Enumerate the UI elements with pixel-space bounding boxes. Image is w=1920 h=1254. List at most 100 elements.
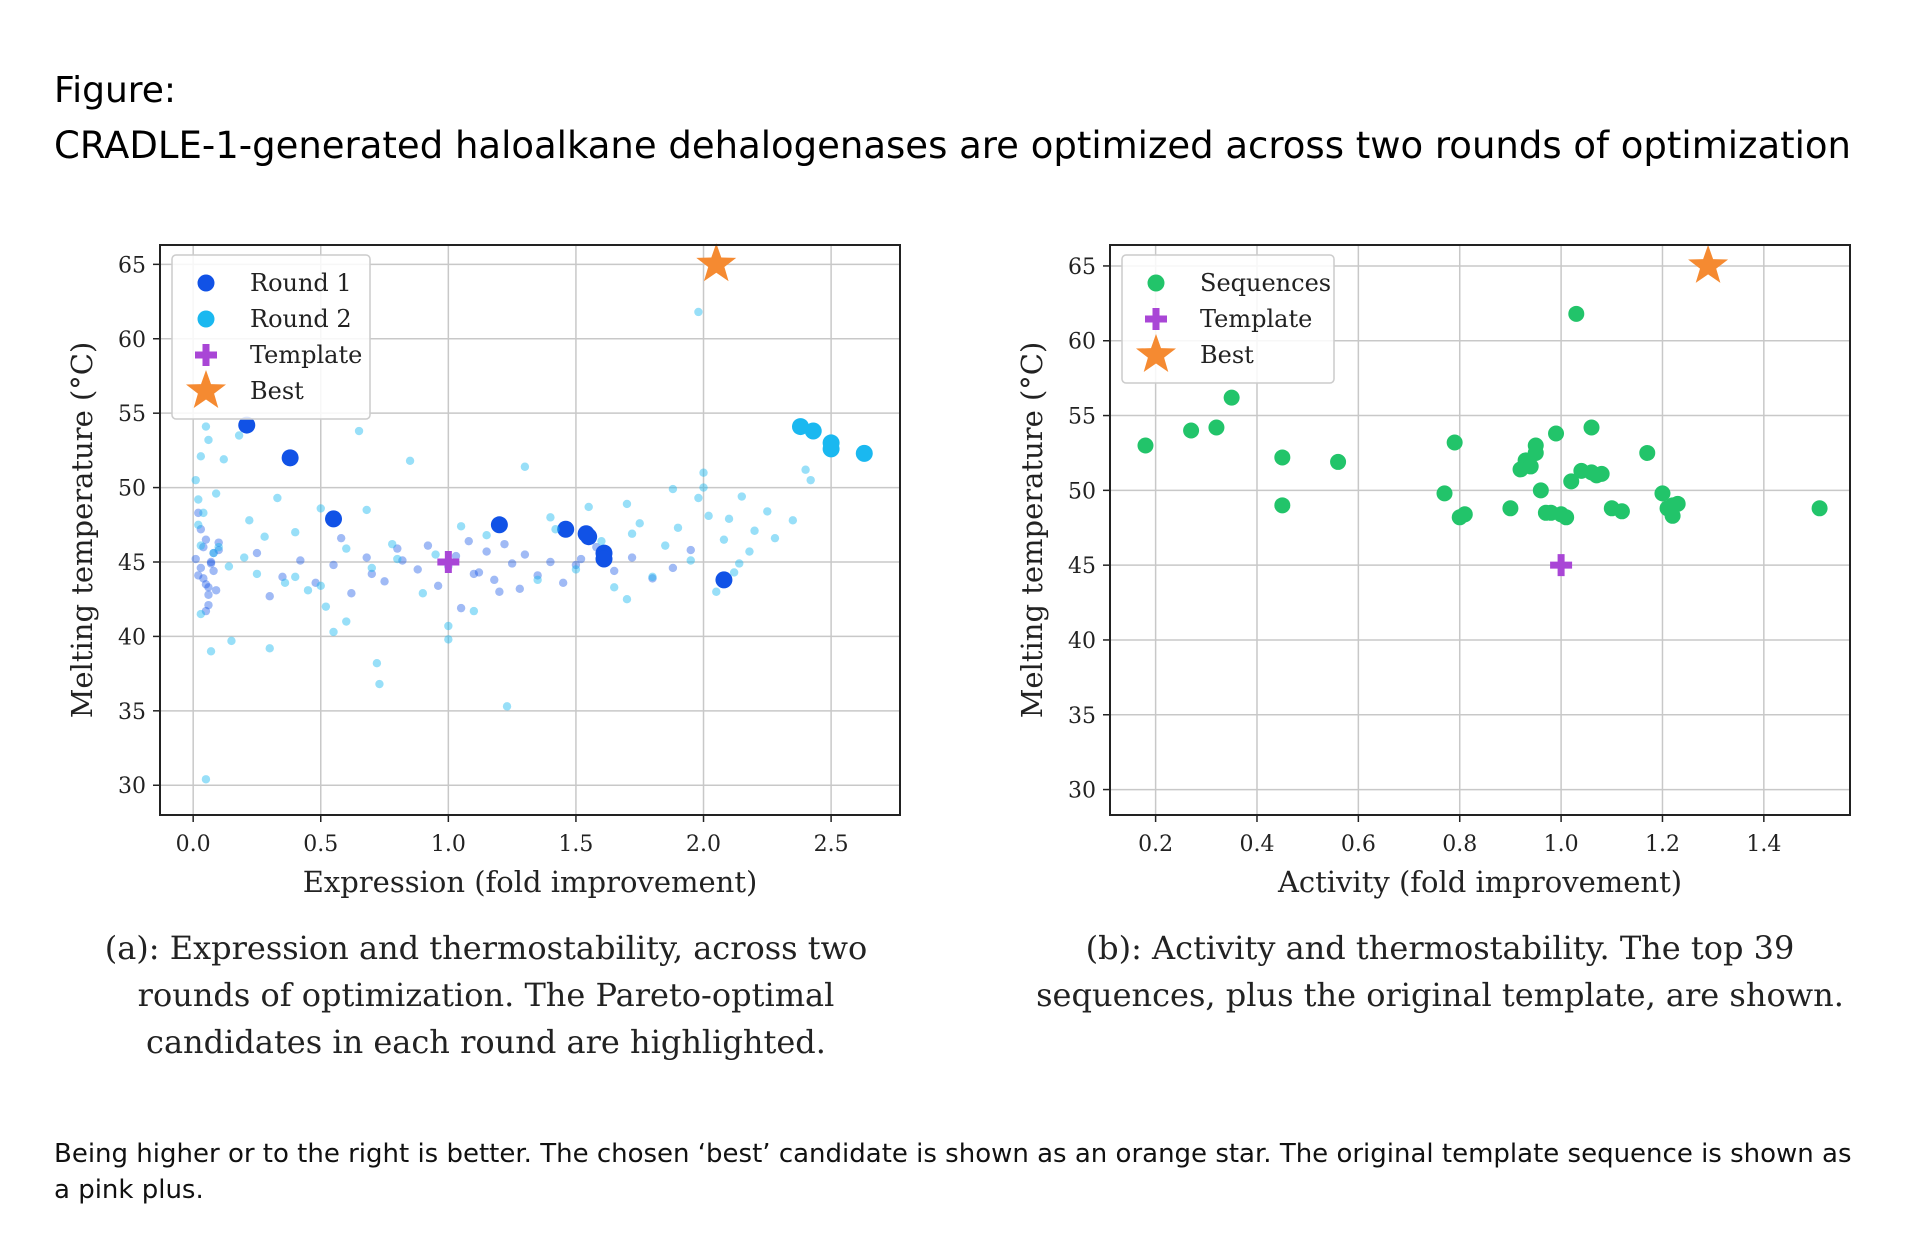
round2-point	[704, 511, 713, 521]
round1-point	[627, 553, 637, 562]
round2-pareto-point	[822, 440, 840, 458]
round2-point	[648, 572, 657, 582]
round2-point	[610, 583, 619, 592]
round1-point	[648, 574, 657, 583]
legend-label: Template	[250, 341, 362, 369]
round2-point	[201, 422, 211, 431]
round1-point	[199, 542, 208, 552]
round1-point	[474, 568, 484, 577]
round2-point	[699, 483, 708, 492]
sequence-point	[1446, 434, 1463, 451]
round2-point	[444, 635, 453, 644]
round1-point	[464, 536, 473, 546]
round2-point	[196, 609, 206, 619]
best-star-point	[696, 243, 737, 282]
round2-point	[196, 452, 206, 461]
figure-footnote: Being higher or to the right is better. …	[54, 1139, 1852, 1205]
round1-point	[610, 566, 619, 576]
round2-point	[770, 533, 780, 543]
x-axis-label: Expression (fold improvement)	[303, 865, 758, 899]
y-tick-label: 40	[1068, 629, 1096, 654]
round1-point	[686, 545, 695, 555]
round1-point	[191, 554, 200, 564]
round2-point	[520, 462, 530, 471]
round2-point	[456, 522, 466, 531]
round1-point	[329, 560, 338, 570]
round1-point	[520, 550, 530, 559]
round1-point	[495, 587, 504, 596]
plot-frame	[159, 244, 901, 816]
round2-point	[265, 644, 274, 653]
round1-point	[296, 556, 305, 565]
round1-point	[668, 563, 678, 573]
round1-pareto-point	[238, 416, 256, 434]
round1-point	[456, 603, 466, 613]
legend-dot-marker	[197, 274, 215, 292]
sequence-point	[1613, 503, 1630, 520]
round2-point	[375, 679, 384, 689]
round2-point	[719, 535, 729, 544]
x-tick-label: 0.4	[1239, 832, 1274, 857]
x-tick-label: 1.4	[1746, 832, 1781, 857]
legend-label: Sequences	[1200, 269, 1331, 297]
round1-point	[204, 590, 213, 599]
plot-frame	[1109, 244, 1851, 816]
round2-point	[673, 523, 683, 532]
round1-point	[209, 548, 218, 558]
round2-point	[303, 586, 313, 595]
round2-point	[533, 575, 542, 585]
round2-point	[627, 529, 637, 538]
legend-label: Template	[1200, 305, 1312, 333]
sequence-point	[1223, 389, 1240, 406]
figure-label: Figure:	[54, 70, 177, 111]
round1-point	[196, 563, 206, 573]
x-tick-label: 2.5	[814, 832, 849, 857]
round1-pareto-point	[580, 528, 598, 546]
round2-point	[367, 563, 376, 573]
y-tick-label: 35	[118, 700, 146, 725]
round2-point	[699, 468, 708, 477]
round2-point	[252, 569, 262, 579]
round1-point	[214, 538, 223, 547]
round2-point	[316, 581, 325, 591]
legend-label: Round 2	[250, 305, 352, 333]
round2-point	[694, 493, 703, 503]
x-tick-label: 0.0	[176, 832, 211, 857]
x-tick-label: 0.6	[1341, 832, 1376, 857]
round1-point	[265, 592, 274, 601]
round2-point	[788, 516, 798, 525]
round1-point	[347, 589, 356, 598]
plot-points	[191, 243, 873, 784]
sequence-point	[1811, 500, 1828, 517]
round2-point	[737, 492, 746, 501]
y-tick-label: 60	[1068, 330, 1096, 355]
x-tick-label: 0.5	[303, 832, 338, 857]
round2-point	[206, 647, 216, 656]
sequence-point	[1208, 419, 1225, 436]
x-tick-label: 0.2	[1138, 832, 1173, 857]
round2-point	[431, 550, 440, 559]
y-tick-label: 40	[118, 625, 146, 650]
round2-point	[214, 542, 223, 552]
sequence-point	[1436, 485, 1453, 502]
x-tick-label: 1.0	[431, 832, 466, 857]
plot-points	[1137, 244, 1828, 577]
sequence-point	[1532, 482, 1549, 499]
round1-pareto-point	[595, 550, 613, 568]
legend-label: Best	[250, 377, 304, 405]
round2-point	[329, 627, 338, 637]
round1-pareto-point	[715, 571, 733, 589]
round2-point	[724, 514, 734, 524]
round2-point	[801, 465, 810, 474]
legend-dot-marker	[197, 310, 215, 328]
round2-point	[199, 508, 208, 518]
round2-point	[354, 426, 364, 436]
y-tick-label: 30	[1068, 779, 1096, 804]
round1-point	[546, 557, 555, 567]
legend-dot-marker	[1147, 274, 1165, 292]
round2-point	[546, 513, 555, 522]
round1-point	[423, 541, 433, 550]
sequence-point	[1502, 500, 1519, 517]
legend: Round 1 Round 2 Template Best	[171, 254, 371, 420]
round2-point	[502, 702, 512, 711]
